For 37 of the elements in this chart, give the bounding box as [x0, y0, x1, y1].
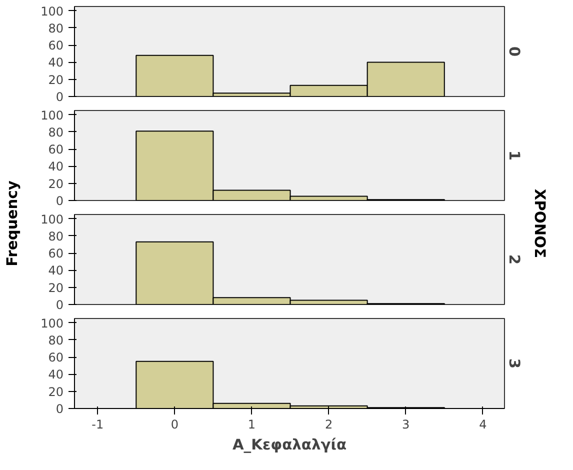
y-tick-label: 0	[56, 298, 64, 312]
x-tick-label: 4	[479, 418, 487, 432]
x-tick-label: 2	[324, 418, 333, 432]
y-tick-label: 80	[48, 125, 64, 140]
y-tick-label: 20	[48, 176, 64, 191]
y-tick-label: 80	[48, 21, 64, 36]
x-axis-title: A_Κεφαλαλγία	[232, 436, 347, 454]
y-tick-label: 60	[48, 350, 64, 365]
y-tick-label: 100	[40, 316, 64, 330]
y-tick-label: 100	[40, 212, 64, 226]
x-tick-label: 0	[170, 418, 178, 432]
y-tick-label: 20	[48, 280, 64, 295]
y-axis-title: Frequency	[4, 180, 21, 266]
y-tick-label: 80	[48, 229, 64, 244]
y2-axis-title: 0	[506, 46, 522, 57]
y-tick-label: 40	[48, 368, 64, 382]
y-tick-label: 100	[40, 108, 64, 122]
y-tick-label: 40	[48, 56, 64, 70]
y-tick-label: 60	[48, 38, 64, 53]
x-tick-label: 3	[402, 418, 410, 432]
y2-axis-title: 1	[506, 150, 522, 161]
y2-axis-title: 2	[506, 254, 522, 265]
x-tick-label: 1	[248, 418, 256, 432]
x-tick-label: -1	[92, 418, 104, 432]
text: ΧΡΟΝΟΣ	[531, 188, 548, 258]
y-tick-label: 100	[40, 4, 64, 18]
y2-axis-title: 3	[506, 358, 522, 369]
y-tick-label: 40	[48, 160, 64, 174]
y-tick-label: 0	[56, 90, 64, 104]
y-tick-label: 60	[48, 142, 64, 157]
y-tick-label: 80	[48, 333, 64, 348]
y-tick-label: 0	[56, 402, 64, 416]
y-tick-label: 40	[48, 264, 64, 278]
y-tick-label: 0	[56, 194, 64, 208]
y-tick-label: 60	[48, 246, 64, 261]
y-tick-label: 20	[48, 384, 64, 399]
y-tick-label: 20	[48, 72, 64, 87]
